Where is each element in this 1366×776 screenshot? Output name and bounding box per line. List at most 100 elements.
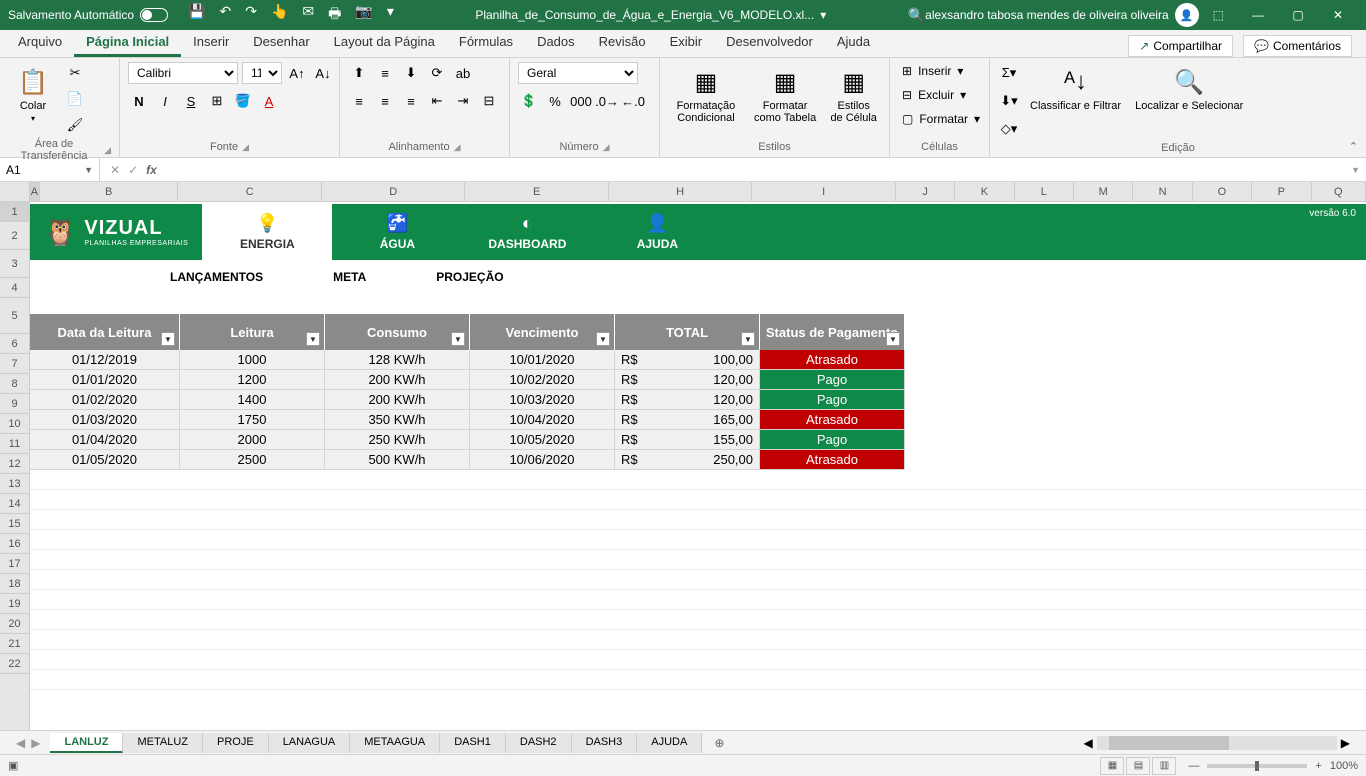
delete-cells-button[interactable]: ⊟Excluir▾ <box>898 86 984 104</box>
table-header[interactable]: Status de Pagamento▼ <box>760 314 905 350</box>
table-header[interactable]: TOTAL▼ <box>615 314 760 350</box>
toggle-switch[interactable] <box>140 8 168 22</box>
cell-vencimento[interactable]: 10/01/2020 <box>470 350 615 370</box>
namebox-dropdown-icon[interactable]: ▼ <box>84 165 93 175</box>
filter-icon[interactable]: ▼ <box>596 332 610 346</box>
insert-cells-button[interactable]: ⊞Inserir▾ <box>898 62 984 80</box>
cell-consumo[interactable]: 350 KW/h <box>325 410 470 430</box>
cell-data[interactable]: 01/01/2020 <box>30 370 180 390</box>
clipboard-dialog-icon[interactable]: ◢ <box>104 145 111 156</box>
worksheet-content[interactable]: 🦉 VIZUALPLANILHAS EMPRESARIAIS 💡ENERGIA🚰… <box>30 202 1366 690</box>
align-middle-icon[interactable]: ≡ <box>374 62 396 84</box>
row-header[interactable]: 8 <box>0 374 29 394</box>
row-header[interactable]: 16 <box>0 534 29 554</box>
name-box-input[interactable] <box>6 163 76 177</box>
ribbon-display-icon[interactable]: ⬚ <box>1213 8 1224 22</box>
format-painter-icon[interactable]: 🖌 <box>64 114 86 136</box>
align-bottom-icon[interactable]: ⬇ <box>400 62 422 84</box>
menu-tab-desenhar[interactable]: Desenhar <box>241 29 321 57</box>
row-header[interactable]: 3 <box>0 250 29 278</box>
cancel-formula-icon[interactable]: ✕ <box>110 163 120 177</box>
clear-icon[interactable]: ◇▾ <box>998 118 1020 140</box>
add-sheet-button[interactable]: ⊕ <box>702 736 736 750</box>
sheet-nav-prev-icon[interactable]: ◀ <box>16 736 25 750</box>
insert-function-icon[interactable]: fx <box>146 163 157 177</box>
row-header[interactable]: 14 <box>0 494 29 514</box>
search-icon[interactable]: 🔍 <box>908 7 925 24</box>
normal-view-icon[interactable]: ▦ <box>1100 757 1124 775</box>
row-header[interactable]: 6 <box>0 334 29 354</box>
row-header[interactable]: 2 <box>0 222 29 250</box>
cell-styles-button[interactable]: ▦Estilos de Célula <box>826 62 881 128</box>
menu-tab-inserir[interactable]: Inserir <box>181 29 241 57</box>
decrease-font-icon[interactable]: A↓ <box>312 62 334 84</box>
camera-icon[interactable]: 📷 <box>355 3 372 27</box>
menu-tab-arquivo[interactable]: Arquivo <box>6 29 74 57</box>
zoom-slider[interactable] <box>1207 764 1307 768</box>
cell-leitura[interactable]: 1000 <box>180 350 325 370</box>
sheet-tab-proje[interactable]: PROJE <box>203 733 269 753</box>
column-header[interactable]: L <box>1015 182 1074 201</box>
column-header[interactable]: O <box>1193 182 1252 201</box>
row-header[interactable]: 5 <box>0 298 29 334</box>
scroll-left-icon[interactable]: ◀ <box>1084 736 1093 750</box>
sheet-tab-metaagua[interactable]: METAAGUA <box>350 733 440 753</box>
decrease-decimal-icon[interactable]: ←.0 <box>622 90 644 112</box>
cell-leitura[interactable]: 2500 <box>180 450 325 470</box>
cell-status[interactable]: Atrasado <box>760 410 905 430</box>
save-icon[interactable]: 💾 <box>188 3 205 27</box>
increase-decimal-icon[interactable]: .0→ <box>596 90 618 112</box>
fill-icon[interactable]: ⬇▾ <box>998 90 1020 112</box>
filter-icon[interactable]: ▼ <box>161 332 175 346</box>
font-size-select[interactable]: 11 <box>242 62 282 84</box>
cell-total[interactable]: R$120,00 <box>615 390 760 410</box>
find-select-button[interactable]: 🔍Localizar e Selecionar <box>1131 62 1247 116</box>
subnav-meta[interactable]: META <box>333 270 366 284</box>
sheet-nav-next-icon[interactable]: ▶ <box>31 736 40 750</box>
cell-status[interactable]: Pago <box>760 430 905 450</box>
comments-button[interactable]: 💬Comentários <box>1243 35 1352 57</box>
page-layout-view-icon[interactable]: ▤ <box>1126 757 1150 775</box>
sheet-tab-dash1[interactable]: DASH1 <box>440 733 506 753</box>
row-header[interactable]: 13 <box>0 474 29 494</box>
cell-vencimento[interactable]: 10/02/2020 <box>470 370 615 390</box>
cell-leitura[interactable]: 1400 <box>180 390 325 410</box>
row-header[interactable]: 19 <box>0 594 29 614</box>
zoom-in-button[interactable]: + <box>1315 760 1321 772</box>
undo-icon[interactable]: ↶ <box>220 3 232 27</box>
column-header[interactable]: A <box>30 182 40 201</box>
sheet-tab-dash2[interactable]: DASH2 <box>506 733 572 753</box>
formula-input[interactable] <box>167 163 1345 177</box>
cell-vencimento[interactable]: 10/03/2020 <box>470 390 615 410</box>
row-header[interactable]: 18 <box>0 574 29 594</box>
row-header[interactable]: 21 <box>0 634 29 654</box>
row-header[interactable]: 10 <box>0 414 29 434</box>
merge-icon[interactable]: ⊟ <box>478 90 500 112</box>
nav-tab-ajuda[interactable]: 👤AJUDA <box>592 204 722 260</box>
redo-icon[interactable]: ↷ <box>245 3 257 27</box>
table-header[interactable]: Leitura▼ <box>180 314 325 350</box>
bold-button[interactable]: N <box>128 90 150 112</box>
close-button[interactable]: ✕ <box>1318 0 1358 30</box>
column-header[interactable]: H <box>609 182 752 201</box>
table-header[interactable]: Vencimento▼ <box>470 314 615 350</box>
name-box[interactable]: ▼ <box>0 158 100 181</box>
column-header[interactable]: J <box>896 182 955 201</box>
nav-tab-energia[interactable]: 💡ENERGIA <box>202 204 332 260</box>
cell-status[interactable]: Pago <box>760 390 905 410</box>
align-left-icon[interactable]: ≡ <box>348 90 370 112</box>
menu-tab-layout-da-página[interactable]: Layout da Página <box>322 29 447 57</box>
menu-tab-desenvolvedor[interactable]: Desenvolvedor <box>714 29 825 57</box>
font-dialog-icon[interactable]: ◢ <box>242 142 249 153</box>
sheet-tab-lanagua[interactable]: LANAGUA <box>269 733 351 753</box>
row-header[interactable]: 12 <box>0 454 29 474</box>
align-center-icon[interactable]: ≡ <box>374 90 396 112</box>
filter-icon[interactable]: ▼ <box>741 332 755 346</box>
underline-button[interactable]: S <box>180 90 202 112</box>
filter-icon[interactable]: ▼ <box>886 332 900 346</box>
align-dialog-icon[interactable]: ◢ <box>454 142 461 153</box>
cell-leitura[interactable]: 2000 <box>180 430 325 450</box>
column-header[interactable]: I <box>752 182 895 201</box>
fill-color-icon[interactable]: 🪣 <box>232 90 254 112</box>
maximize-button[interactable]: ▢ <box>1278 0 1318 30</box>
